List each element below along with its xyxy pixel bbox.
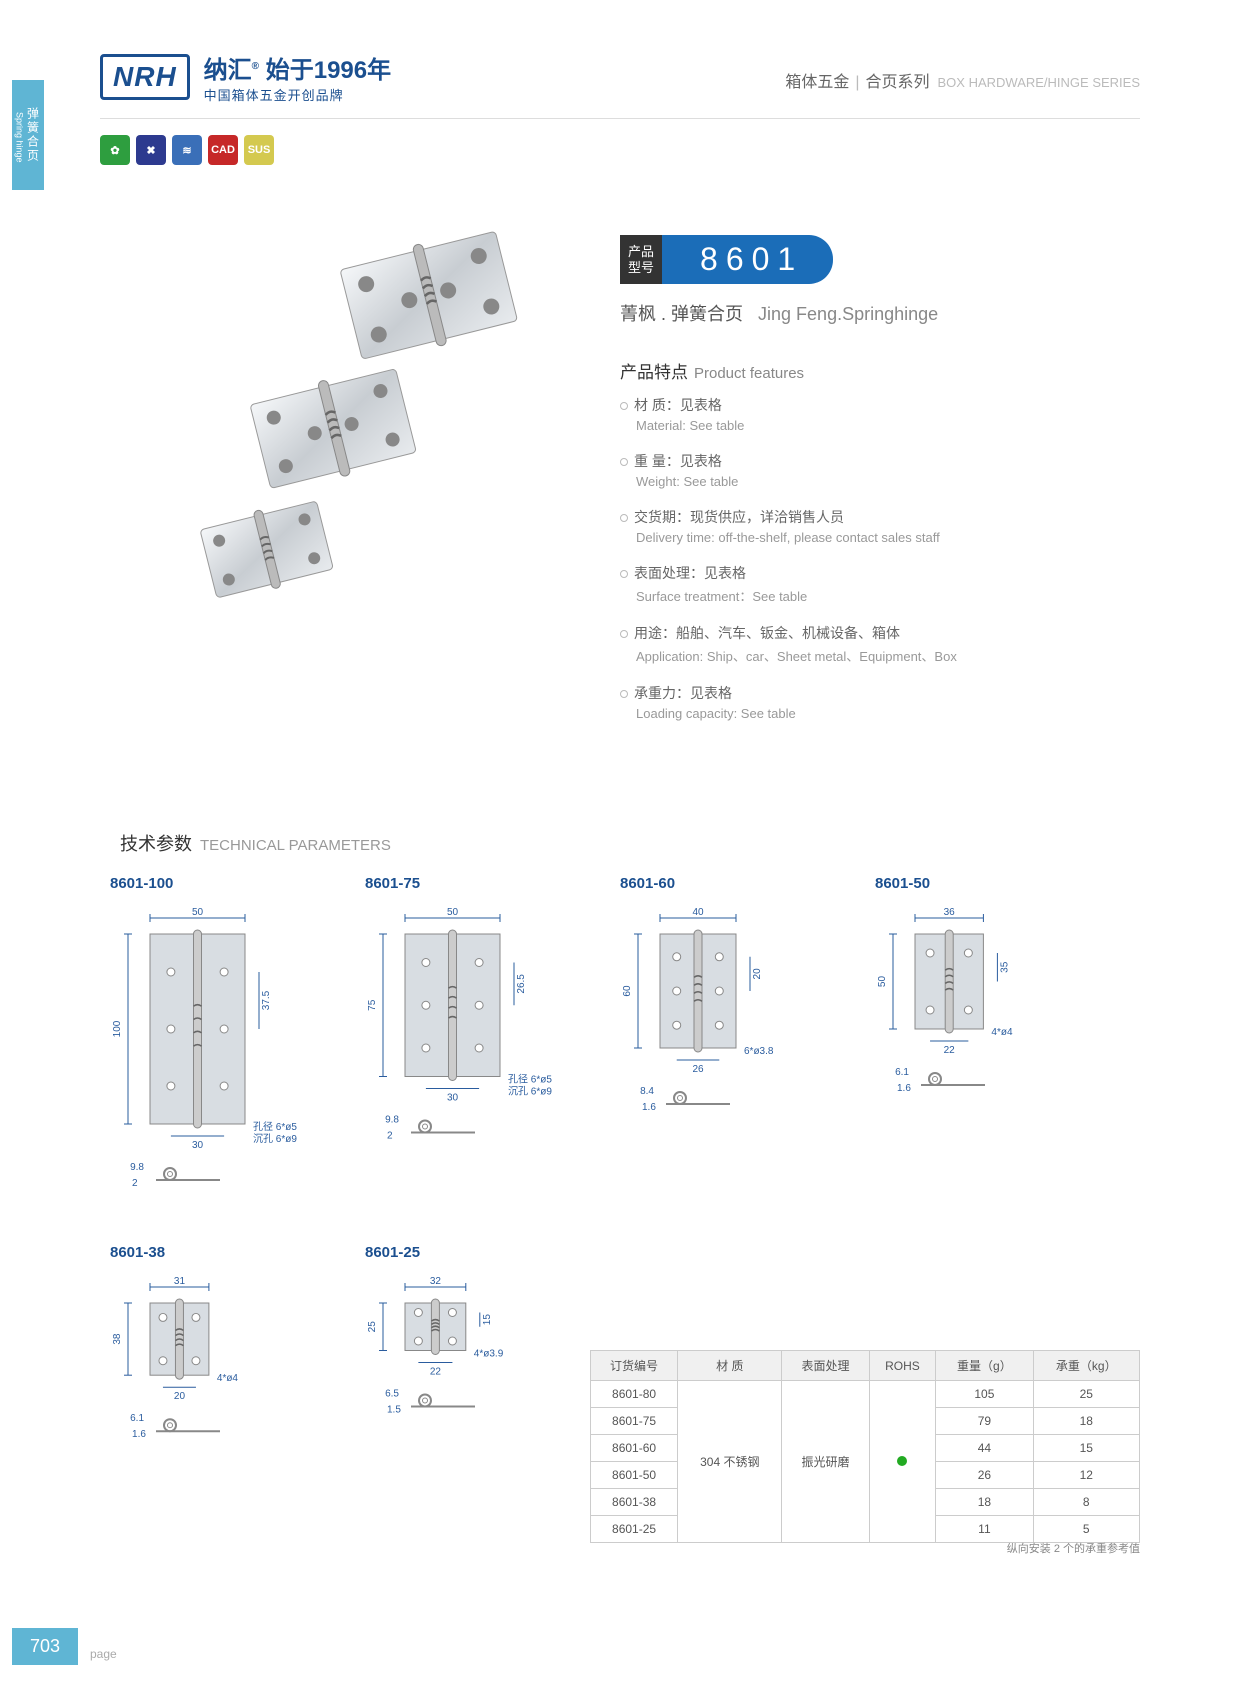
drawing-label: 8601-60: [620, 875, 850, 892]
badge: SUS: [244, 135, 274, 165]
badge: ≋: [172, 135, 202, 165]
svg-text:4*ø4: 4*ø4: [991, 1027, 1013, 1038]
brand-tagline: 中国箱体五金开创品牌: [204, 85, 391, 104]
svg-text:1.5: 1.5: [387, 1405, 401, 1416]
svg-text:30: 30: [447, 1093, 459, 1104]
drawing-label: 8601-100: [110, 875, 340, 892]
svg-text:9.8: 9.8: [385, 1115, 399, 1126]
side-tab: 弹簧合页 Spring hinge: [12, 80, 44, 190]
svg-text:22: 22: [430, 1367, 442, 1378]
svg-text:25: 25: [367, 1321, 378, 1333]
svg-text:1.6: 1.6: [132, 1429, 146, 1440]
side-tab-en: Spring hinge: [15, 112, 25, 163]
page-number: 703: [12, 1628, 78, 1665]
svg-text:9.8: 9.8: [130, 1162, 144, 1173]
product-name: 菁枫 . 弹簧合页 Jing Feng.Springhinge: [620, 300, 938, 326]
svg-text:26.5: 26.5: [516, 974, 527, 994]
drawing-label: 8601-75: [365, 875, 595, 892]
svg-text:100: 100: [112, 1020, 123, 1037]
drawing-label: 8601-50: [875, 875, 1105, 892]
svg-text:22: 22: [944, 1045, 956, 1056]
svg-text:20: 20: [752, 968, 763, 980]
svg-text:沉孔 6*ø9: 沉孔 6*ø9: [508, 1085, 552, 1098]
drawing: 8601-25 32 25 15 22 4*ø3.9 6.5 1: [365, 1244, 595, 1465]
drawing: 8601-75 50 75 26.5 30 孔径 6*ø5 沉孔 6*ø9 9.…: [365, 875, 595, 1214]
drawing-label: 8601-25: [365, 1244, 595, 1261]
feature-item: 用途：船舶、汽车、钣金、机械设备、箱体Application: Ship、car…: [620, 623, 1100, 665]
feature-item: 承重力：见表格Loading capacity: See table: [620, 683, 1100, 721]
svg-text:2: 2: [387, 1131, 393, 1142]
svg-text:4*ø4: 4*ø4: [217, 1373, 239, 1384]
features-title: 产品特点Product features: [620, 358, 804, 383]
badge: ✖: [136, 135, 166, 165]
brand-cn: 纳汇: [204, 57, 252, 84]
svg-text:孔径 6*ø5: 孔径 6*ø5: [253, 1120, 297, 1133]
svg-text:6.5: 6.5: [385, 1389, 399, 1400]
feature-item: 表面处理：见表格Surface treatment：See table: [620, 563, 1100, 605]
svg-text:1.6: 1.6: [897, 1083, 911, 1094]
svg-text:1.6: 1.6: [642, 1102, 656, 1113]
svg-text:32: 32: [430, 1276, 442, 1287]
tech-title: 技术参数TECHNICAL PARAMETERS: [120, 830, 391, 856]
svg-text:40: 40: [692, 907, 704, 918]
model-number: 8601: [662, 235, 833, 284]
svg-text:8.4: 8.4: [640, 1086, 654, 1097]
svg-text:35: 35: [999, 961, 1010, 973]
side-tab-cn: 弹簧合页: [25, 107, 42, 163]
badge-row: ✿✖≋CADSUS: [100, 135, 274, 165]
svg-text:15: 15: [482, 1314, 493, 1326]
logo-mark: NRH: [100, 54, 190, 100]
svg-text:50: 50: [192, 907, 204, 918]
svg-text:6*ø3.8: 6*ø3.8: [744, 1046, 774, 1057]
svg-text:75: 75: [367, 999, 378, 1011]
features-list: 材 质：见表格Material: See table 重 量：见表格Weight:…: [620, 395, 1100, 739]
svg-text:37.5: 37.5: [261, 990, 272, 1010]
badge: CAD: [208, 135, 238, 165]
badge: ✿: [100, 135, 130, 165]
header-logo: NRH 纳汇® 始于1996年 中国箱体五金开创品牌: [100, 50, 391, 104]
table-header: ROHS: [869, 1351, 936, 1381]
svg-text:2: 2: [132, 1178, 138, 1189]
svg-text:30: 30: [192, 1140, 204, 1151]
table-header: 承重（kg）: [1033, 1351, 1139, 1381]
drawing: 8601-60 40 60 20 26 6*ø3.8 8.4 1: [620, 875, 850, 1214]
svg-text:6.1: 6.1: [130, 1413, 144, 1424]
drawing-label: 8601-38: [110, 1244, 340, 1261]
table-note: 纵向安装 2 个的承重参考值: [590, 1540, 1140, 1556]
feature-item: 交货期：现货供应，详洽销售人员Delivery time: off-the-sh…: [620, 507, 1100, 545]
svg-text:31: 31: [174, 1276, 186, 1287]
table-header: 重量（g）: [936, 1351, 1033, 1381]
product-image: [160, 230, 540, 650]
header-divider: [100, 118, 1140, 119]
svg-text:孔径 6*ø5: 孔径 6*ø5: [508, 1073, 552, 1086]
svg-text:6.1: 6.1: [895, 1067, 909, 1078]
brand-since: 始于1996年: [266, 57, 391, 84]
svg-text:26: 26: [692, 1064, 704, 1075]
drawing: 8601-100 50 100 37.5 30 孔径 6*ø5 沉孔 6*ø9 …: [110, 875, 340, 1214]
table-row: 8601-80304 不锈钢振光研磨10525: [591, 1381, 1140, 1408]
model-label: 产品型号 8601: [620, 235, 833, 284]
svg-text:60: 60: [622, 985, 633, 997]
svg-text:4*ø3.9: 4*ø3.9: [474, 1349, 504, 1360]
svg-text:36: 36: [944, 907, 956, 918]
rohs-dot: [897, 1456, 907, 1466]
feature-item: 重 量：见表格Weight: See table: [620, 451, 1100, 489]
table-header: 材 质: [678, 1351, 782, 1381]
svg-text:50: 50: [447, 907, 459, 918]
drawing: 8601-38 31 38 20 4*ø4 6.1 1.6: [110, 1244, 340, 1465]
page-label: page: [90, 1647, 117, 1661]
feature-item: 材 质：见表格Material: See table: [620, 395, 1100, 433]
table-header: 表面处理: [782, 1351, 869, 1381]
spec-table: 订货编号材 质表面处理ROHS重量（g）承重（kg）8601-80304 不锈钢…: [590, 1350, 1140, 1543]
svg-text:50: 50: [877, 976, 888, 988]
table-header: 订货编号: [591, 1351, 678, 1381]
drawing: 8601-50 36 50 35 22 4*ø4 6.1 1.6: [875, 875, 1105, 1214]
breadcrumb: 箱体五金|合页系列BOX HARDWARE/HINGE SERIES: [785, 68, 1140, 92]
svg-text:20: 20: [174, 1391, 186, 1402]
svg-text:沉孔 6*ø9: 沉孔 6*ø9: [253, 1132, 297, 1145]
svg-text:38: 38: [112, 1333, 123, 1345]
